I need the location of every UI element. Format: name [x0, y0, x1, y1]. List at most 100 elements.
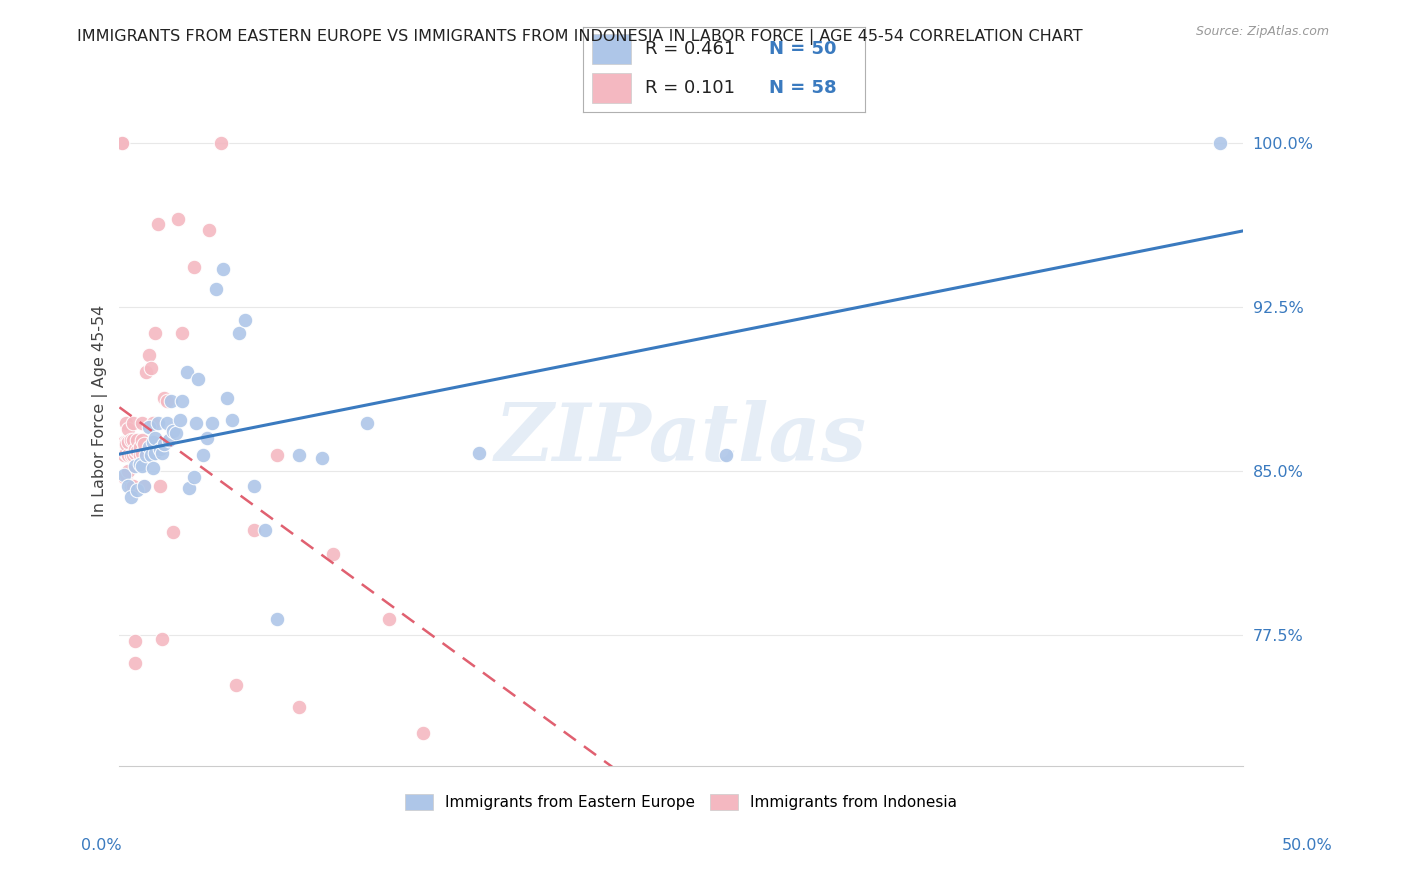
Point — [117, 448, 139, 462]
Point — [162, 524, 184, 539]
Point — [187, 372, 209, 386]
Point — [122, 416, 145, 430]
Point — [124, 656, 146, 670]
Point — [131, 416, 153, 430]
Text: Source: ZipAtlas.com: Source: ZipAtlas.com — [1195, 25, 1329, 38]
Point — [172, 393, 194, 408]
Point — [131, 459, 153, 474]
Point — [153, 392, 176, 406]
Point — [149, 479, 172, 493]
Point — [160, 393, 183, 408]
Point — [128, 448, 150, 462]
Point — [124, 459, 146, 474]
Point — [138, 420, 160, 434]
Point — [266, 448, 288, 462]
Point — [254, 523, 277, 537]
Point — [146, 416, 169, 430]
Point — [205, 282, 228, 296]
Point — [124, 442, 146, 456]
Point — [111, 136, 134, 150]
Point — [157, 433, 180, 447]
Point — [117, 464, 139, 478]
Point — [127, 444, 149, 458]
Point — [128, 440, 150, 454]
Point — [115, 446, 138, 460]
FancyBboxPatch shape — [592, 72, 631, 103]
Point — [117, 435, 139, 450]
Text: R = 0.461: R = 0.461 — [645, 40, 735, 58]
Point — [714, 448, 737, 462]
Point — [198, 223, 221, 237]
Point — [150, 446, 173, 460]
FancyBboxPatch shape — [592, 34, 631, 64]
Point — [184, 416, 207, 430]
Text: IMMIGRANTS FROM EASTERN EUROPE VS IMMIGRANTS FROM INDONESIA IN LABOR FORCE | AGE: IMMIGRANTS FROM EASTERN EUROPE VS IMMIGR… — [77, 29, 1083, 45]
Point — [243, 479, 266, 493]
Point — [145, 446, 167, 460]
Point — [131, 433, 153, 447]
Point — [112, 470, 135, 484]
Point — [115, 437, 138, 451]
Point — [145, 431, 167, 445]
Point — [183, 260, 205, 275]
Point — [165, 426, 187, 441]
Point — [122, 433, 145, 447]
Point — [112, 468, 135, 483]
Point — [156, 393, 179, 408]
Text: 0.0%: 0.0% — [82, 838, 121, 853]
Point — [139, 360, 162, 375]
Point — [356, 416, 378, 430]
Point — [142, 435, 165, 450]
Y-axis label: In Labor Force | Age 45-54: In Labor Force | Age 45-54 — [93, 304, 108, 516]
Point — [117, 479, 139, 493]
Point — [128, 457, 150, 471]
Point — [124, 446, 146, 460]
Point — [127, 433, 149, 447]
Point — [225, 678, 247, 692]
Point — [124, 634, 146, 648]
Point — [142, 416, 165, 430]
Point — [378, 612, 401, 626]
Point — [120, 448, 142, 462]
Point — [156, 416, 179, 430]
Point — [153, 437, 176, 451]
Point — [122, 479, 145, 493]
Point — [233, 312, 256, 326]
Point — [288, 448, 311, 462]
Point — [243, 523, 266, 537]
Point — [131, 446, 153, 460]
Point — [134, 479, 156, 493]
Point — [138, 348, 160, 362]
Point — [142, 461, 165, 475]
Point — [221, 413, 243, 427]
Point — [1209, 136, 1232, 150]
Point — [412, 726, 434, 740]
Point — [122, 448, 145, 462]
Point — [162, 425, 184, 439]
Point — [311, 450, 333, 465]
Text: N = 50: N = 50 — [769, 40, 837, 58]
Point — [176, 365, 198, 379]
Point — [288, 699, 311, 714]
Point — [217, 392, 239, 406]
Point — [211, 262, 233, 277]
Point — [191, 448, 214, 462]
Point — [177, 481, 200, 495]
Point — [172, 326, 194, 340]
Point — [145, 326, 167, 340]
Point — [120, 479, 142, 493]
Text: ZIPatlas: ZIPatlas — [495, 401, 868, 478]
Point — [134, 479, 156, 493]
Point — [138, 440, 160, 454]
Point — [139, 448, 162, 462]
Point — [135, 365, 157, 379]
Point — [111, 136, 134, 150]
Point — [183, 470, 205, 484]
Point — [200, 416, 222, 430]
Point — [150, 632, 173, 646]
Point — [120, 433, 142, 447]
Point — [149, 442, 172, 456]
Text: 50.0%: 50.0% — [1282, 838, 1333, 853]
Point — [195, 431, 218, 445]
Point — [169, 413, 191, 427]
